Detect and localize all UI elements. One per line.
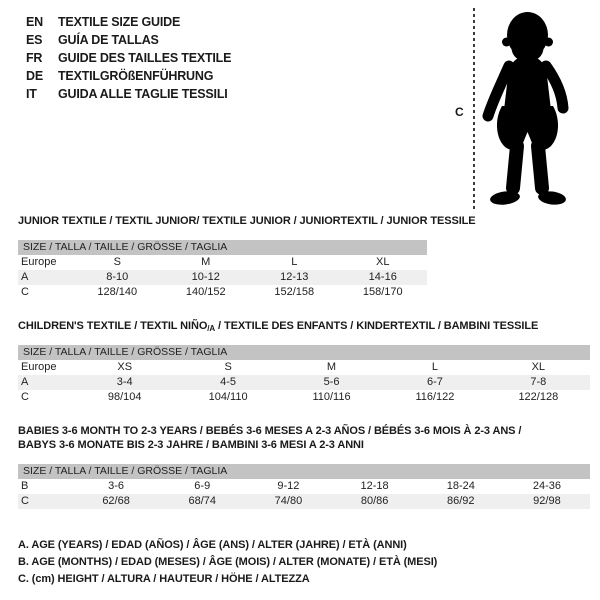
note-c: C. (cm) HEIGHT / ALTURA / HAUTEUR / HÖHE… bbox=[18, 573, 310, 585]
height-cell: 80/86 bbox=[360, 495, 389, 507]
size-cell: XS bbox=[117, 361, 133, 373]
table-row-height: C 62/68 68/74 74/80 80/86 86/92 92/98 bbox=[18, 494, 590, 509]
height-cell: 86/92 bbox=[447, 495, 475, 507]
language-code: DE bbox=[26, 69, 43, 83]
age-cell: 6-9 bbox=[194, 480, 211, 492]
size-header-bar: SIZE / TALLA / TAILLE / GRÖSSE / TAGLIA bbox=[18, 240, 427, 255]
age-cell: 18-24 bbox=[446, 480, 475, 492]
age-cell: 3-6 bbox=[108, 480, 125, 492]
height-cell: 128/140 bbox=[97, 286, 138, 298]
language-row-es: ES GUÍA DE TALLAS bbox=[26, 31, 231, 49]
age-cell: 4-5 bbox=[220, 376, 237, 388]
age-cell: 8-10 bbox=[106, 271, 129, 283]
table-title: CHILDREN'S TEXTILE / TEXTIL NIÑO/A / TEX… bbox=[18, 320, 590, 333]
age-cell: 12-18 bbox=[360, 480, 389, 492]
size-cell: XL bbox=[376, 256, 390, 268]
legend-notes: A. AGE (YEARS) / EDAD (AÑOS) / ÂGE (ANS)… bbox=[18, 537, 437, 588]
children-textile-table: CHILDREN'S TEXTILE / TEXTIL NIÑO/A / TEX… bbox=[18, 320, 590, 405]
language-code: FR bbox=[26, 51, 43, 65]
height-cell: 152/158 bbox=[274, 286, 315, 298]
table-row-height: C 98/104 104/110 110/116 116/122 122/128 bbox=[18, 390, 590, 405]
size-header-bar: SIZE / TALLA / TAILLE / GRÖSSE / TAGLIA bbox=[18, 345, 590, 360]
junior-textile-table: JUNIOR TEXTILE / TEXTIL JUNIOR/ TEXTILE … bbox=[18, 215, 476, 300]
height-cell: 116/122 bbox=[415, 391, 455, 403]
height-cell: 110/116 bbox=[312, 391, 351, 403]
row-label: A bbox=[21, 271, 29, 283]
row-label: B bbox=[21, 480, 29, 492]
age-cell: 3-4 bbox=[116, 376, 133, 388]
size-cell: M bbox=[201, 256, 211, 268]
size-header-bar: SIZE / TALLA / TAILLE / GRÖSSE / TAGLIA bbox=[18, 464, 590, 479]
language-code: ES bbox=[26, 33, 43, 47]
language-code: EN bbox=[26, 15, 43, 29]
language-title: GUIDE DES TAILLES TEXTILE bbox=[58, 51, 232, 65]
size-cell: S bbox=[224, 361, 232, 373]
row-label: Europe bbox=[21, 361, 57, 373]
age-cell: 7-8 bbox=[530, 376, 547, 388]
table-title: BABIES 3-6 MONTH TO 2-3 YEARS / BEBÉS 3-… bbox=[18, 424, 590, 452]
height-cell: 158/170 bbox=[362, 286, 403, 298]
row-label: C bbox=[21, 286, 29, 298]
height-cell: 104/110 bbox=[208, 391, 248, 403]
table-row-height: C 128/140 140/152 152/158 158/170 bbox=[18, 285, 427, 300]
height-cell: 92/98 bbox=[533, 495, 561, 507]
language-code: IT bbox=[26, 87, 37, 101]
row-label: A bbox=[21, 376, 29, 388]
age-cell: 12-13 bbox=[280, 271, 309, 283]
language-row-fr: FR GUIDE DES TAILLES TEXTILE bbox=[26, 49, 231, 67]
height-measure-label: C bbox=[455, 105, 464, 119]
size-cell: XL bbox=[531, 361, 546, 373]
table-title-text: / TEXTILE DES ENFANTS / KINDERTEXTIL / B… bbox=[215, 320, 539, 332]
language-title: TEXTILE SIZE GUIDE bbox=[58, 15, 181, 29]
age-cell: 14-16 bbox=[368, 271, 397, 283]
table-title-subscript: /A bbox=[207, 324, 216, 333]
note-b: B. AGE (MONTHS) / EDAD (MESES) / ÂGE (MO… bbox=[18, 556, 438, 568]
language-row-de: DE TEXTILGRÖßENFÜHRUNG bbox=[26, 67, 231, 85]
age-cell: 5-6 bbox=[323, 376, 340, 388]
language-title: GUÍA DE TALLAS bbox=[58, 33, 159, 47]
height-cell: 140/152 bbox=[185, 286, 226, 298]
note-a: A. AGE (YEARS) / EDAD (AÑOS) / ÂGE (ANS)… bbox=[18, 539, 407, 551]
table-title-text: CHILDREN'S TEXTILE / TEXTIL NIÑO bbox=[18, 320, 208, 332]
age-cell: 24-36 bbox=[532, 480, 562, 492]
size-cell: M bbox=[326, 361, 337, 373]
baby-silhouette bbox=[482, 12, 569, 205]
row-label: Europe bbox=[21, 256, 57, 268]
language-row-it: IT GUIDA ALLE TAGLIE TESSILI bbox=[26, 85, 231, 103]
height-cell: 74/80 bbox=[274, 495, 303, 507]
table-row-europe: Europe XS S M L XL bbox=[18, 360, 590, 375]
size-cell: S bbox=[113, 256, 121, 268]
table-title-line2: BABYS 3-6 MONATE BIS 2-3 JAHRE / BAMBINI… bbox=[18, 439, 364, 451]
age-cell: 9-12 bbox=[277, 480, 300, 492]
language-title: GUIDA ALLE TAGLIE TESSILI bbox=[58, 87, 228, 101]
height-cell: 62/68 bbox=[102, 495, 130, 507]
table-row-europe: Europe S M L XL bbox=[18, 255, 427, 270]
table-row-age-months: B 3-6 6-9 9-12 12-18 18-24 24-36 bbox=[18, 479, 590, 494]
language-list: EN TEXTILE SIZE GUIDE ES GUÍA DE TALLAS … bbox=[26, 13, 231, 103]
table-title: JUNIOR TEXTILE / TEXTIL JUNIOR/ TEXTILE … bbox=[18, 215, 476, 227]
table-row-age: A 3-4 4-5 5-6 6-7 7-8 bbox=[18, 375, 590, 390]
size-cell: L bbox=[431, 361, 438, 373]
table-title-line1: BABIES 3-6 MONTH TO 2-3 YEARS / BEBÉS 3-… bbox=[18, 425, 522, 437]
height-cell: 122/128 bbox=[518, 391, 559, 403]
height-cell: 68/74 bbox=[188, 495, 217, 507]
row-label: C bbox=[21, 391, 29, 403]
height-cell: 98/104 bbox=[107, 391, 142, 403]
height-dashed-line bbox=[473, 8, 475, 212]
babies-textile-table: BABIES 3-6 MONTH TO 2-3 YEARS / BEBÉS 3-… bbox=[18, 424, 590, 509]
row-label: C bbox=[21, 495, 29, 507]
age-cell: 10-12 bbox=[191, 271, 220, 283]
language-row-en: EN TEXTILE SIZE GUIDE bbox=[26, 13, 231, 31]
age-cell: 6-7 bbox=[426, 376, 443, 388]
table-row-age: A 8-10 10-12 12-13 14-16 bbox=[18, 270, 427, 285]
size-cell: L bbox=[291, 256, 298, 268]
language-title: TEXTILGRÖßENFÜHRUNG bbox=[58, 69, 214, 83]
